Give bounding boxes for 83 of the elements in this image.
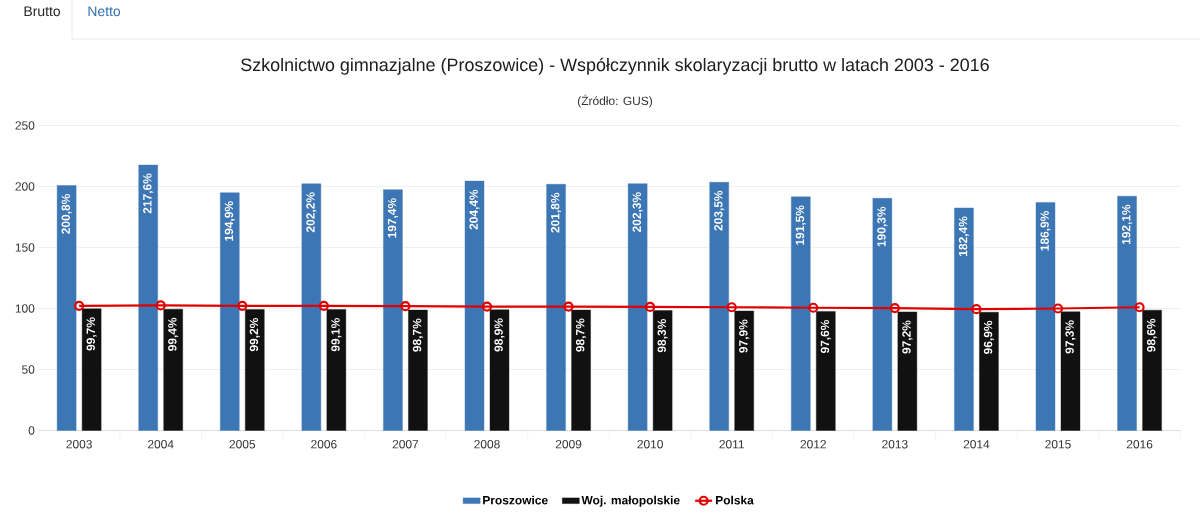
bar bbox=[220, 192, 240, 431]
data-label: 98,9% bbox=[494, 318, 505, 352]
data-label: 98,7% bbox=[412, 318, 424, 352]
y-tick-label: 150 bbox=[15, 243, 35, 252]
x-tick-label: 2012 bbox=[800, 440, 826, 449]
data-label: 203,5% bbox=[714, 190, 725, 231]
text: Brutto bbox=[24, 6, 61, 17]
data-label: 96,9% bbox=[983, 320, 995, 354]
data-label: 182,4% bbox=[958, 216, 970, 256]
bar bbox=[571, 309, 591, 431]
x-tick-label: 2006 bbox=[311, 440, 337, 449]
data-label: 197,4% bbox=[387, 198, 399, 238]
x-tick-label: 2008 bbox=[474, 440, 500, 449]
x-tick-label: 2007 bbox=[392, 440, 419, 449]
data-label: 186,9% bbox=[1040, 210, 1051, 251]
data-label: 194,9% bbox=[224, 201, 235, 241]
data-label: 200,8% bbox=[61, 194, 72, 234]
y-tick-label: 250 bbox=[15, 121, 35, 130]
bar bbox=[979, 312, 999, 431]
x-tick-label: 2005 bbox=[229, 440, 256, 449]
bar bbox=[816, 311, 836, 431]
data-label: 204,4% bbox=[469, 189, 480, 230]
bar bbox=[408, 309, 428, 431]
bar bbox=[383, 189, 403, 431]
chart-title: Szkolnictwo gimnazjalne (Proszowice) - Współczynnik skolaryzacji brutto w latach 2003 - 2016 bbox=[241, 57, 989, 75]
x-tick-label: 2016 bbox=[1126, 440, 1153, 449]
data-label: 99,2% bbox=[249, 317, 260, 352]
data-label: 202,2% bbox=[306, 192, 317, 233]
bar bbox=[1060, 311, 1081, 431]
y-tick-label: 100 bbox=[15, 304, 35, 313]
bar bbox=[56, 185, 77, 431]
bar bbox=[81, 308, 102, 431]
bar bbox=[872, 198, 893, 431]
bar bbox=[301, 183, 322, 431]
legend-label: Woj. małopolskie bbox=[581, 495, 680, 507]
data-label: 99,4% bbox=[168, 317, 179, 351]
bar bbox=[326, 309, 347, 431]
bar bbox=[897, 311, 918, 431]
bar bbox=[138, 164, 158, 431]
y-tick-label: 50 bbox=[22, 365, 35, 374]
chart-subtitle: (Źródło: GUS) bbox=[577, 94, 652, 108]
data-label: 98,7% bbox=[575, 318, 587, 352]
bar bbox=[734, 310, 754, 431]
data-label: 217,6% bbox=[143, 173, 154, 214]
bar bbox=[489, 309, 510, 431]
y-tick-label: 200 bbox=[15, 182, 35, 191]
bar bbox=[1142, 310, 1162, 431]
data-label: 99,1% bbox=[331, 318, 342, 352]
data-label: 191,5% bbox=[795, 205, 806, 245]
bar bbox=[652, 310, 673, 431]
x-tick-label: 2010 bbox=[637, 440, 663, 449]
data-label: 99,7% bbox=[86, 317, 97, 351]
bar bbox=[954, 207, 974, 431]
x-tick-label: 2009 bbox=[555, 440, 582, 449]
bar bbox=[245, 309, 265, 431]
data-label: 98,3% bbox=[657, 319, 668, 353]
data-label: 201,8% bbox=[550, 192, 562, 233]
bar bbox=[627, 183, 648, 431]
bar bbox=[1035, 202, 1056, 431]
legend-label: Polska bbox=[716, 495, 754, 505]
data-label: 97,2% bbox=[902, 320, 913, 354]
data-label: 202,3% bbox=[632, 192, 643, 233]
x-tick-label: 2015 bbox=[1045, 440, 1071, 449]
data-label: 97,9% bbox=[739, 319, 750, 353]
data-label: 192,1% bbox=[1121, 204, 1133, 245]
data-label: 97,3% bbox=[1065, 320, 1076, 354]
data-label: 98,6% bbox=[1146, 318, 1158, 352]
data-label: 97,6% bbox=[820, 319, 831, 354]
bar bbox=[709, 182, 729, 431]
bar bbox=[163, 309, 183, 431]
x-tick-label: 2014 bbox=[963, 440, 990, 449]
x-tick-label: 2013 bbox=[882, 440, 908, 449]
text: Netto bbox=[88, 6, 121, 17]
y-tick-label: 0 bbox=[28, 426, 35, 435]
x-tick-label: 2003 bbox=[66, 440, 92, 449]
data-label: 190,3% bbox=[877, 206, 888, 247]
bar bbox=[791, 196, 811, 431]
x-tick-label: 2011 bbox=[719, 440, 744, 449]
bar bbox=[1117, 195, 1137, 431]
x-tick-label: 2004 bbox=[148, 440, 174, 449]
legend-label: Proszowice bbox=[483, 495, 548, 505]
bar bbox=[464, 180, 485, 431]
bar bbox=[546, 184, 566, 431]
